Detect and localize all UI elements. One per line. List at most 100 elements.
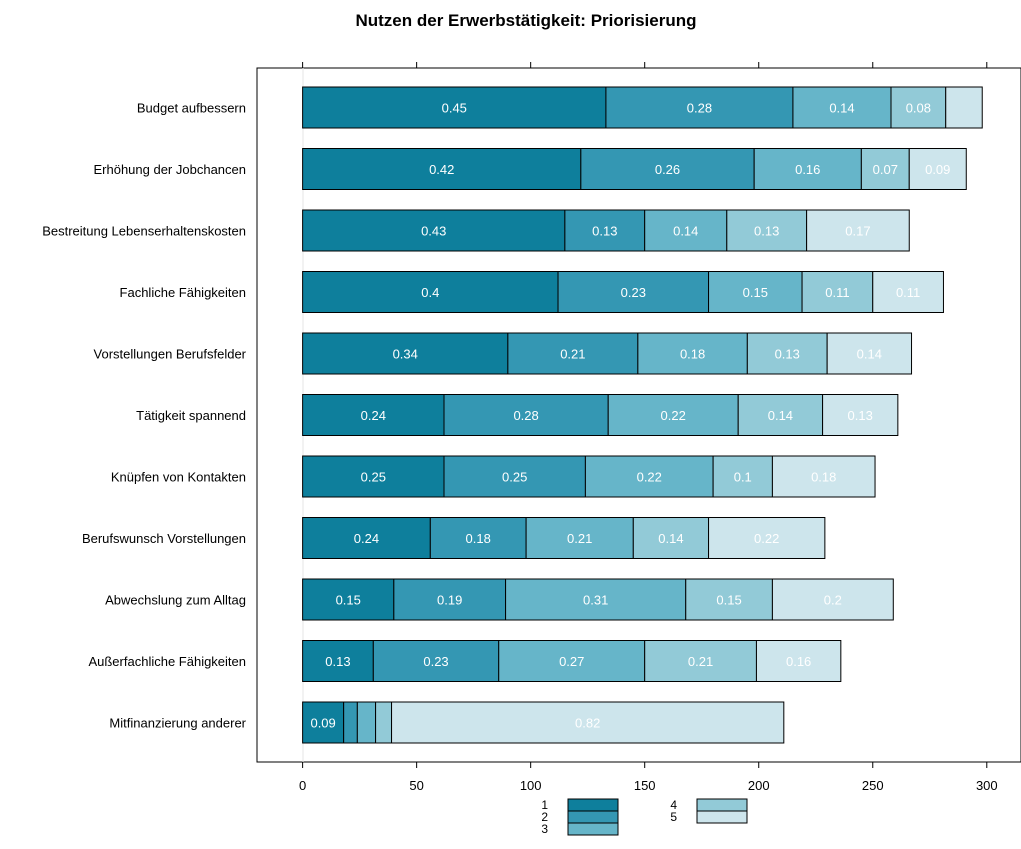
category-label: Vorstellungen Berufsfelder bbox=[94, 347, 247, 362]
bar-segment-1 bbox=[302, 332, 509, 375]
bar-segment-5 bbox=[391, 701, 785, 744]
bar-row: Knüpfen von Kontakten 0.25 0.25 0.22 0.1 0.18 bbox=[111, 455, 876, 498]
bar-row: Mitfinanzierung anderer 0.09 0.82 bbox=[109, 701, 785, 744]
category-label: Außerfachliche Fähigkeiten bbox=[88, 654, 246, 669]
bar-segment-5 bbox=[708, 517, 826, 559]
bar-segment-4 bbox=[801, 271, 874, 313]
bar-segment-3 bbox=[505, 578, 687, 621]
category-label: Berufswunsch Vorstellungen bbox=[82, 531, 246, 546]
legend-item-1: 1 bbox=[541, 798, 619, 812]
data-label: 0.82 bbox=[575, 716, 600, 731]
bar-row: Budget aufbessern 0.45 0.28 0.14 0.08 bbox=[137, 86, 983, 129]
x-tick-label: 50 bbox=[409, 778, 423, 793]
data-label: 0.22 bbox=[661, 408, 686, 423]
data-label: 0.14 bbox=[768, 408, 793, 423]
data-label: 0.14 bbox=[658, 531, 683, 546]
data-label: 0.34 bbox=[393, 347, 418, 362]
legend-label: 1 bbox=[541, 798, 548, 812]
bar-segment-5 bbox=[755, 640, 842, 682]
legend: 123 45 bbox=[541, 798, 748, 836]
x-tick-label: 0 bbox=[299, 778, 306, 793]
bar-segment-2 bbox=[605, 86, 794, 129]
data-label: 0.15 bbox=[743, 285, 768, 300]
data-label: 0.11 bbox=[825, 285, 849, 300]
legend-swatch bbox=[696, 810, 748, 824]
bar-segment-5 bbox=[945, 86, 983, 129]
data-label: 0.17 bbox=[845, 224, 870, 239]
data-label: 0.21 bbox=[567, 531, 592, 546]
bar-segment-5 bbox=[771, 455, 876, 498]
bar-segment-2 bbox=[580, 148, 755, 190]
bar-rows: Budget aufbessern 0.45 0.28 0.14 0.08 Erhöhun… bbox=[42, 86, 983, 744]
bar-segment-5 bbox=[806, 209, 910, 252]
data-label: 0.21 bbox=[560, 347, 585, 362]
bar-segment-1 bbox=[302, 578, 395, 621]
bar-segment-4 bbox=[890, 86, 947, 129]
legend-swatch bbox=[696, 798, 748, 812]
bar-segment-4 bbox=[685, 578, 773, 621]
bar-segment-5 bbox=[872, 271, 944, 313]
legend-swatch bbox=[567, 798, 619, 812]
bar-segment-5 bbox=[822, 394, 899, 436]
data-label: 0.27 bbox=[559, 654, 584, 669]
legend-item-2: 2 bbox=[541, 810, 619, 824]
bar-segment-3 bbox=[498, 640, 646, 682]
data-label: 0.11 bbox=[896, 285, 920, 300]
data-label: 0.23 bbox=[423, 654, 448, 669]
x-tick-label: 300 bbox=[976, 778, 998, 793]
bar-segment-3 bbox=[753, 148, 862, 190]
data-label: 0.31 bbox=[583, 593, 608, 608]
data-label: 0.45 bbox=[442, 101, 467, 116]
bar-segment-3 bbox=[607, 394, 739, 436]
bar-segment-4 bbox=[737, 394, 824, 436]
bar-segment-5 bbox=[908, 148, 967, 190]
bar-row: Fachliche Fähigkeiten 0.4 0.23 0.15 0.11 0.11 bbox=[120, 271, 944, 313]
data-label: 0.24 bbox=[361, 408, 386, 423]
bar-segment-4 bbox=[712, 455, 773, 498]
category-label: Mitfinanzierung anderer bbox=[109, 716, 246, 731]
category-label: Fachliche Fähigkeiten bbox=[120, 285, 246, 300]
data-label: 0.22 bbox=[637, 470, 662, 485]
data-label: 0.43 bbox=[421, 224, 446, 239]
data-label: 0.09 bbox=[925, 162, 950, 177]
bar-segment-3 bbox=[708, 271, 803, 313]
bar-segment-2 bbox=[372, 640, 500, 682]
category-label: Budget aufbessern bbox=[137, 101, 246, 116]
x-tick-label: 150 bbox=[634, 778, 656, 793]
data-label: 0.26 bbox=[655, 162, 680, 177]
bar-segment-4 bbox=[644, 640, 757, 682]
x-tick-label: 100 bbox=[520, 778, 542, 793]
data-label: 0.14 bbox=[857, 347, 882, 362]
data-label: 0.28 bbox=[513, 408, 538, 423]
bar-segment-3 bbox=[356, 701, 377, 744]
legend-item-4: 4 bbox=[670, 798, 748, 812]
bar-segment-2 bbox=[564, 209, 646, 252]
data-label: 0.14 bbox=[673, 224, 698, 239]
data-label: 0.18 bbox=[466, 531, 491, 546]
data-label: 0.24 bbox=[354, 531, 379, 546]
data-label: 0.15 bbox=[716, 593, 741, 608]
bar-segment-1 bbox=[302, 86, 607, 129]
data-label: 0.14 bbox=[829, 101, 854, 116]
legend-label: 5 bbox=[670, 810, 677, 824]
bar-row: Bestreitung Lebenserhaltenskosten 0.43 0.1… bbox=[42, 209, 910, 252]
bar-segment-3 bbox=[584, 455, 714, 498]
bar-row: Berufswunsch Vorstellungen 0.24 0.18 0.21 0.… bbox=[82, 517, 826, 559]
bar-segment-2 bbox=[429, 517, 527, 559]
data-label: 0.25 bbox=[502, 470, 527, 485]
legend-label: 3 bbox=[541, 822, 548, 836]
plot-frame bbox=[256, 67, 1021, 763]
bar-segment-2 bbox=[507, 332, 639, 375]
category-label: Tätigkeit spannend bbox=[136, 408, 246, 423]
data-label: 0.13 bbox=[592, 224, 617, 239]
bar-segment-1 bbox=[302, 209, 566, 252]
data-label: 0.2 bbox=[824, 593, 842, 608]
bar-row: Vorstellungen Berufsfelder 0.34 0.21 0.18 0.… bbox=[94, 332, 913, 375]
bar-segment-2 bbox=[393, 578, 507, 621]
data-label: 0.19 bbox=[437, 593, 462, 608]
bar-segment-1 bbox=[302, 455, 445, 498]
x-axis: 0 50 100 150 200 250 300 bbox=[299, 62, 998, 793]
bar-row: Außerfachliche Fähigkeiten 0.13 0.23 0.27 0.… bbox=[88, 640, 842, 682]
bar-segment-3 bbox=[644, 209, 728, 252]
